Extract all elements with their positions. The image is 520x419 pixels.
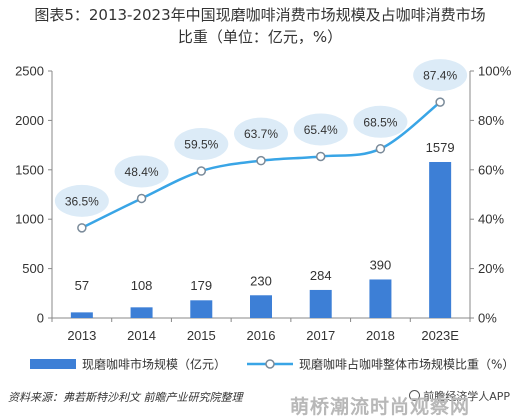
y-right-tick-label: 40% <box>478 212 504 227</box>
bar <box>369 279 392 318</box>
share-data-label: 68.5% <box>363 115 397 129</box>
share-point <box>77 223 87 233</box>
share-label-bubble <box>293 113 348 146</box>
watermark-text: 萌桥潮流时尚观察网 <box>290 396 471 418</box>
bar <box>190 300 213 318</box>
x-tick-label: 2018 <box>366 328 395 343</box>
bar-data-label: 57 <box>75 278 89 293</box>
bar-data-label: 390 <box>370 257 392 272</box>
legend-line-marker <box>265 359 275 369</box>
x-tick-label: 2017 <box>306 328 335 343</box>
x-tick-label: 2016 <box>247 328 276 343</box>
share-data-label: 63.7% <box>244 127 278 141</box>
y-right-tick-label: 100% <box>478 64 512 79</box>
legend-line-label: 现磨咖啡占咖啡整体市场规模比重（%） <box>299 357 514 372</box>
share-label-bubble <box>174 128 229 161</box>
share-data-label: 87.4% <box>423 69 457 83</box>
source-note: 资料来源：弗若斯特沙利文 前瞻产业研究院整理 <box>8 391 243 404</box>
brand-logo-icon <box>409 390 421 401</box>
bar-data-label: 179 <box>190 278 212 293</box>
share-point <box>315 151 326 162</box>
y-left-tick-label: 1000 <box>15 212 44 227</box>
share-data-label: 36.5% <box>65 194 99 208</box>
chart-title: 图表5：2013-2023年中国现磨咖啡消费市场规模及占咖啡消费市场 比重（单位… <box>0 4 520 48</box>
y-left-tick-label: 2500 <box>15 64 44 79</box>
bar-data-label: 230 <box>250 273 272 288</box>
share-label-bubble <box>54 184 109 217</box>
y-right-tick-label: 80% <box>478 113 504 128</box>
bar <box>309 289 332 318</box>
share-point <box>256 155 266 166</box>
bar-data-label: 284 <box>310 268 332 283</box>
share-point <box>196 166 207 176</box>
legend-bar-label: 现磨咖啡市场规模（亿元） <box>82 357 226 372</box>
x-tick-label: 2014 <box>127 328 156 343</box>
brand-label: 前瞻经济学人APP <box>409 388 510 404</box>
bar <box>429 161 452 318</box>
share-label-bubble <box>234 117 288 150</box>
legend-bar-swatch <box>30 359 76 369</box>
share-label-bubble <box>353 105 408 138</box>
chart-title-line2: 比重（单位：亿元，%） <box>177 28 343 46</box>
y-right-tick-label: 0% <box>478 311 497 326</box>
share-data-label: 48.4% <box>125 165 159 179</box>
x-tick-label: 2023E <box>421 328 459 343</box>
x-tick-label: 2013 <box>67 328 96 343</box>
brand-text: 前瞻经济学人APP <box>423 390 510 403</box>
share-label-bubble <box>413 59 468 92</box>
share-point <box>435 97 445 107</box>
share-label-bubble <box>114 155 169 188</box>
y-left-tick-label: 0 <box>37 311 44 326</box>
bar <box>130 307 153 318</box>
bar-data-label: 1579 <box>426 140 455 155</box>
y-right-tick-label: 60% <box>478 162 504 177</box>
y-left-tick-label: 500 <box>22 261 44 276</box>
bar-data-label: 108 <box>131 278 153 293</box>
share-data-label: 65.4% <box>304 123 338 137</box>
y-left-tick-label: 1500 <box>15 162 44 177</box>
share-data-label: 59.5% <box>184 138 218 152</box>
bar <box>250 295 272 318</box>
chart-title-line1: 图表5：2013-2023年中国现磨咖啡消费市场规模及占咖啡消费市场 <box>34 6 486 24</box>
share-point <box>375 144 386 154</box>
y-left-tick-label: 2000 <box>15 113 44 128</box>
x-tick-label: 2015 <box>187 328 216 343</box>
share-point <box>136 193 147 204</box>
bar <box>70 312 93 318</box>
y-right-tick-label: 20% <box>478 261 504 276</box>
